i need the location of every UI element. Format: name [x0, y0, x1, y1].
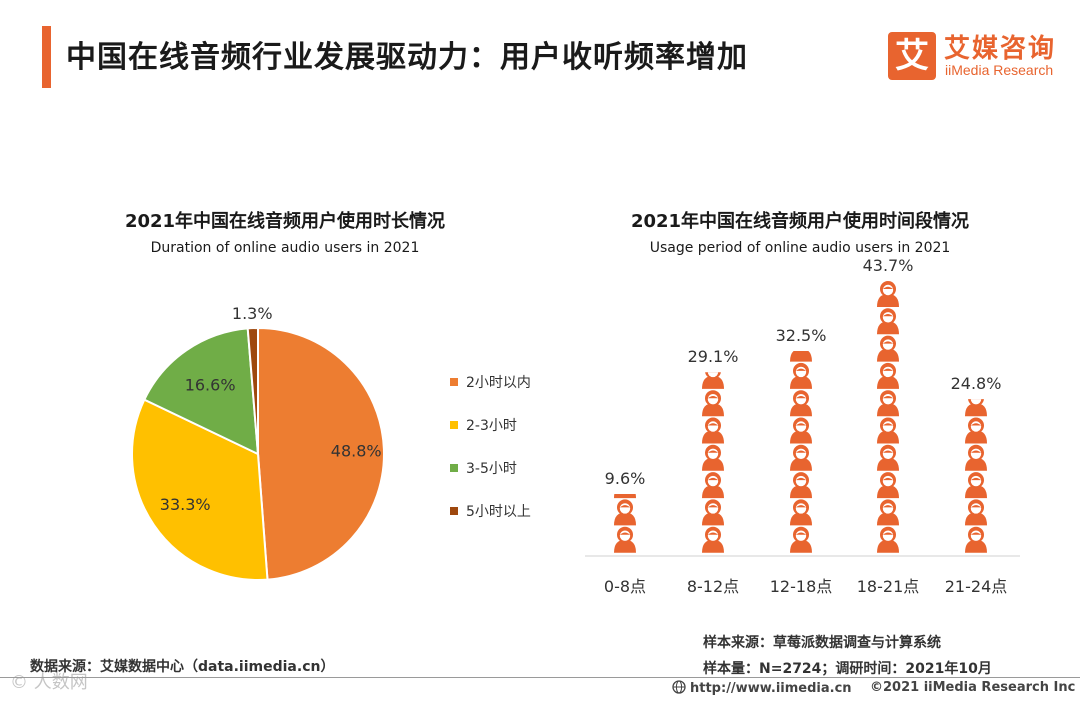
person-icon — [790, 444, 812, 471]
person-icon — [877, 281, 899, 307]
person-icon — [877, 417, 899, 444]
bar-column — [965, 399, 987, 553]
pie-data-label: 1.3% — [232, 304, 273, 323]
person-icon — [965, 499, 987, 526]
person-icon — [614, 526, 636, 553]
person-icon — [702, 390, 724, 417]
watermark: © 人数网 — [10, 672, 88, 693]
bar-data-label: 32.5% — [776, 326, 827, 345]
person-icon — [965, 444, 987, 471]
pie-chart: 48.8% 33.3% 16.6% 1.3% — [131, 304, 385, 581]
person-icon — [790, 526, 812, 553]
bar-column — [702, 372, 724, 553]
logo-chinese: 艾媒咨询 — [944, 34, 1057, 64]
person-icon — [965, 399, 987, 417]
pie-chart-subtitle: Duration of online audio users in 2021 — [150, 240, 420, 256]
bar-data-label: 24.8% — [951, 374, 1002, 393]
x-tick-label: 18-21点 — [857, 577, 920, 596]
person-icon — [702, 499, 724, 526]
pictograph-bar-chart: 9.6% 0-8点 29.1% 8-12点 32.5% 12-18点 43.7% 18-21点… — [585, 256, 1020, 596]
bar-column — [614, 494, 636, 553]
x-tick-label: 0-8点 — [604, 577, 646, 596]
page-title: 中国在线音频行业发展驱动力：用户收听频率增加 — [66, 40, 748, 75]
person-icon — [790, 390, 812, 417]
person-icon — [702, 472, 724, 499]
legend-swatch — [450, 464, 458, 472]
pie-data-label: 16.6% — [185, 375, 236, 394]
x-tick-label: 12-18点 — [770, 577, 833, 596]
data-source: 数据来源：艾媒数据中心（data.iimedia.cn） — [30, 659, 335, 675]
bar-column — [877, 281, 899, 553]
person-icon — [877, 444, 899, 471]
footer-url[interactable]: http://www.iimedia.cn — [672, 680, 852, 696]
pie-data-label: 33.3% — [160, 495, 211, 514]
legend-swatch — [450, 421, 458, 429]
logo-english: iiMedia Research — [945, 62, 1054, 78]
person-icon — [877, 308, 899, 335]
person-icon — [965, 417, 987, 444]
person-icon — [702, 417, 724, 444]
person-icon — [877, 335, 899, 362]
person-icon — [790, 362, 812, 389]
footer-url-text[interactable]: http://www.iimedia.cn — [690, 681, 852, 696]
bar-data-label: 29.1% — [688, 347, 739, 366]
person-icon — [790, 472, 812, 499]
sample-size: 样本量：N=2724；调研时间：2021年10月 — [703, 661, 992, 677]
legend-label: 3-5小时 — [466, 461, 517, 477]
footer-divider — [0, 677, 1080, 678]
person-icon — [965, 526, 987, 553]
pie-slice — [246, 326, 259, 455]
person-icon — [790, 417, 812, 444]
sample-source: 样本来源：草莓派数据调查与计算系统 — [703, 635, 941, 651]
bar-chart-subtitle: Usage period of online audio users in 20… — [649, 240, 951, 256]
x-tick-label: 8-12点 — [687, 577, 739, 596]
person-icon — [614, 494, 636, 499]
person-icon — [877, 472, 899, 499]
person-icon — [614, 499, 636, 526]
person-icon — [877, 390, 899, 417]
person-icon — [702, 444, 724, 471]
pie-slice — [142, 327, 260, 456]
pie-chart-title: 2021年中国在线音频用户使用时长情况 — [124, 211, 446, 232]
person-icon — [702, 526, 724, 553]
person-icon — [965, 472, 987, 499]
x-tick-label: 21-24点 — [945, 577, 1008, 596]
bar-data-label: 9.6% — [605, 469, 646, 488]
footer-copyright: ©2021 iiMedia Research Inc — [870, 680, 1076, 695]
legend-swatch — [450, 507, 458, 515]
globe-icon — [672, 680, 686, 694]
pie-data-label: 48.8% — [331, 441, 382, 460]
pie-slice — [257, 326, 385, 581]
bar-column — [790, 350, 812, 553]
person-icon — [790, 350, 812, 362]
legend-swatch — [450, 378, 458, 386]
person-icon — [877, 526, 899, 553]
pie-slice — [131, 398, 269, 581]
title-accent-bar — [42, 26, 51, 88]
person-icon — [702, 372, 724, 389]
logo-mark: 艾 — [888, 32, 936, 80]
bar-chart-title: 2021年中国在线音频用户使用时间段情况 — [630, 211, 970, 232]
person-icon — [790, 499, 812, 526]
bar-data-label: 43.7% — [863, 256, 914, 275]
person-icon — [877, 499, 899, 526]
person-icon — [877, 362, 899, 389]
legend-label: 2-3小时 — [466, 418, 517, 434]
legend-label: 5小时以上 — [466, 504, 531, 520]
legend-label: 2小时以内 — [466, 375, 531, 391]
iimedia-logo: 艾 艾媒咨询 iiMedia Research — [888, 28, 1064, 84]
